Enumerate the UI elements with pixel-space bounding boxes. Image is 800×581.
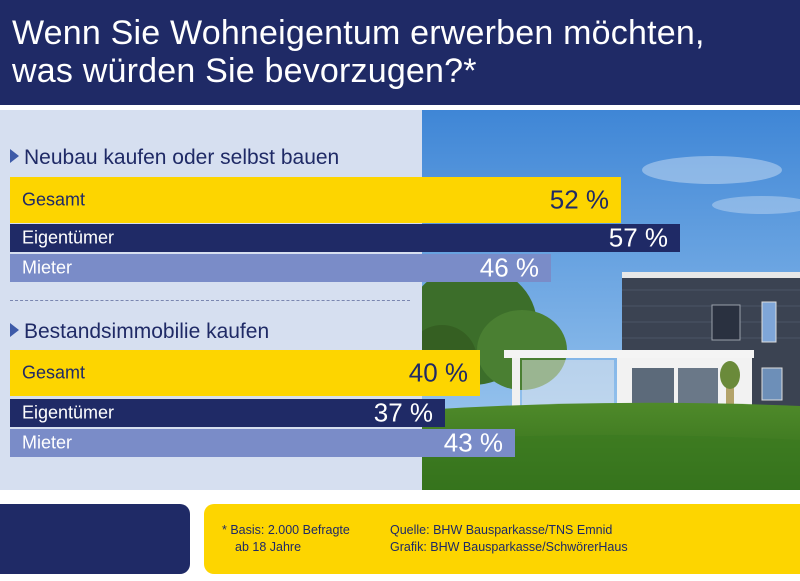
title-line-1: Wenn Sie Wohneigentum erwerben möchten, — [12, 14, 705, 52]
house-illustration — [422, 110, 800, 490]
bar-neubau-mieter: Mieter 46 % — [10, 252, 551, 283]
bar-bestand-mieter: Mieter 43 % — [10, 427, 515, 458]
bar-bestand-eigentuemer: Eigentümer 37 % — [10, 397, 445, 428]
triangle-marker-icon — [10, 323, 19, 338]
group-1-title: Neubau kaufen oder selbst bauen — [10, 146, 339, 170]
bar-value-label: 37 % — [373, 397, 433, 428]
footer-basis: * Basis: 2.000 Befragte ab 18 Jahre — [222, 522, 387, 556]
bar-label: Gesamt — [22, 362, 86, 383]
title-line-2: was würden Sie bevorzugen?* — [12, 52, 477, 90]
bar-label: Eigentümer — [22, 227, 115, 248]
basis-line-1: * Basis: 2.000 Befragte — [222, 523, 350, 537]
bar-label: Mieter — [22, 257, 73, 278]
bar-neubau-eigentuemer: Eigentümer 57 % — [10, 222, 680, 253]
header-banner: Wenn Sie Wohneigentum erwerben möchten, … — [0, 0, 800, 105]
bar-value-label: 43 % — [443, 427, 503, 458]
source-line-2: Grafik: BHW Bausparkasse/SchwörerHaus — [390, 540, 628, 554]
group-2-title-text: Bestandsimmobilie kaufen — [24, 320, 270, 343]
group-divider — [10, 300, 410, 301]
group-2-title: Bestandsimmobilie kaufen — [10, 320, 269, 344]
bar-bestand-gesamt: Gesamt 40 % — [10, 350, 480, 396]
group-1-title-text: Neubau kaufen oder selbst bauen — [24, 146, 340, 169]
bar-value-label: 52 % — [549, 184, 609, 215]
bar-value-label: 57 % — [608, 222, 668, 253]
chart-title: Wenn Sie Wohneigentum erwerben möchten, … — [12, 14, 792, 90]
bar-label: Mieter — [22, 432, 73, 453]
bar-value-label: 40 % — [408, 357, 468, 388]
footer-source: Quelle: BHW Bausparkasse/TNS Emnid Grafi… — [390, 522, 710, 556]
footer-notes: * Basis: 2.000 Befragte ab 18 Jahre Quel… — [204, 504, 800, 574]
house-photo — [422, 110, 800, 490]
bar-label: Eigentümer — [22, 402, 115, 423]
bar-value-label: 46 % — [479, 252, 539, 283]
source-line-1: Quelle: BHW Bausparkasse/TNS Emnid — [390, 523, 613, 537]
basis-line-2: ab 18 Jahre — [235, 540, 302, 554]
bar-neubau-gesamt: Gesamt 52 % — [10, 177, 621, 223]
bar-label: Gesamt — [22, 189, 86, 210]
triangle-marker-icon — [10, 149, 19, 164]
footer-navy-block — [0, 504, 190, 574]
